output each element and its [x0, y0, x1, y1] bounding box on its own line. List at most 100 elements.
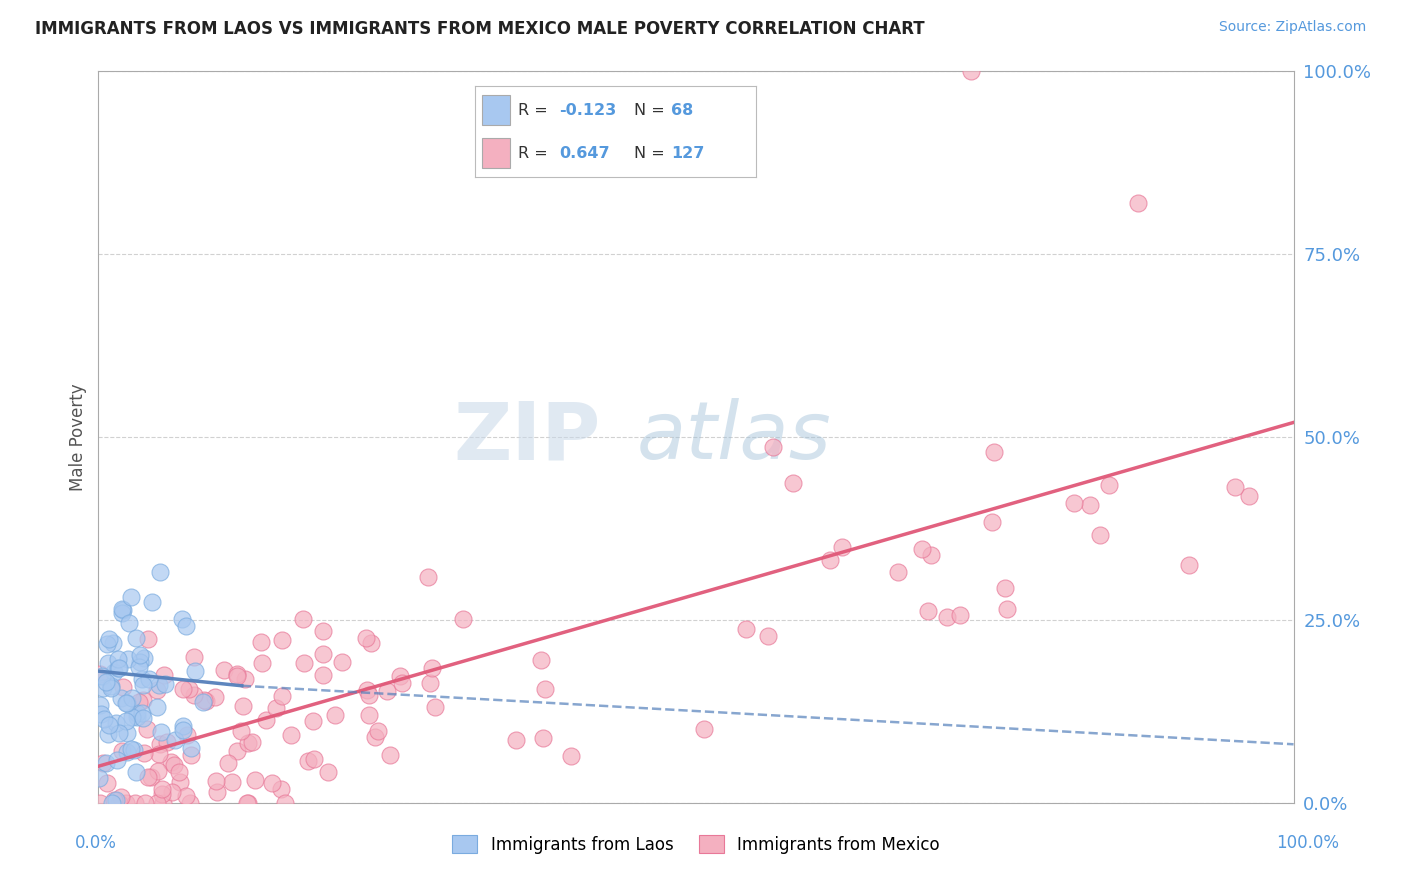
Point	[89, 796, 111, 810]
Point	[107, 652, 129, 666]
Point	[105, 753, 128, 767]
Point	[193, 693, 215, 707]
Point	[118, 615, 141, 630]
Point	[280, 728, 302, 742]
Point	[818, 553, 841, 567]
Text: ZIP: ZIP	[453, 398, 600, 476]
Point	[367, 724, 389, 739]
Point	[1177, 558, 1199, 572]
Point	[180, 741, 202, 756]
Point	[121, 710, 143, 724]
Legend: Immigrants from Laos, Immigrants from Mexico: Immigrants from Laos, Immigrants from Me…	[446, 829, 946, 860]
Point	[159, 755, 181, 769]
Point	[205, 773, 228, 788]
Point	[734, 622, 756, 636]
Point	[115, 726, 138, 740]
Point	[291, 612, 314, 626]
Point	[146, 764, 169, 778]
Point	[233, 672, 256, 686]
Point	[125, 765, 148, 780]
Point	[297, 754, 319, 768]
Point	[302, 714, 325, 728]
Point	[127, 706, 149, 720]
Point	[128, 695, 150, 709]
Point	[87, 771, 110, 785]
Point	[156, 734, 179, 748]
Point	[145, 700, 167, 714]
Point	[172, 681, 194, 696]
Point	[104, 716, 127, 731]
Point	[125, 709, 148, 723]
Point	[1078, 498, 1101, 512]
Point	[391, 676, 413, 690]
Point	[139, 770, 162, 784]
Point	[146, 682, 169, 697]
Point	[101, 796, 124, 810]
Point	[214, 663, 236, 677]
Point	[149, 725, 172, 739]
Point	[831, 540, 853, 554]
Point	[422, 660, 444, 674]
Point	[274, 796, 297, 810]
Point	[110, 690, 132, 705]
Point	[221, 774, 243, 789]
Text: IMMIGRANTS FROM LAOS VS IMMIGRANTS FROM MEXICO MALE POVERTY CORRELATION CHART: IMMIGRANTS FROM LAOS VS IMMIGRANTS FROM …	[35, 20, 925, 37]
Point	[1063, 496, 1085, 510]
Point	[451, 612, 474, 626]
Point	[981, 515, 1004, 529]
Point	[100, 681, 122, 695]
Text: 100.0%: 100.0%	[1277, 834, 1339, 852]
Point	[266, 701, 288, 715]
Point	[97, 718, 120, 732]
Point	[236, 796, 259, 810]
Point	[115, 796, 138, 810]
Point	[136, 722, 159, 736]
Point	[146, 796, 169, 810]
Point	[110, 789, 132, 804]
Point	[356, 631, 378, 645]
Point	[163, 758, 186, 772]
Point	[122, 743, 145, 757]
Point	[260, 776, 283, 790]
Point	[125, 631, 148, 645]
Point	[316, 765, 339, 780]
Point	[132, 746, 155, 760]
Point	[1088, 527, 1111, 541]
Point	[148, 737, 170, 751]
Point	[419, 676, 441, 690]
Point	[325, 707, 347, 722]
Point	[782, 475, 804, 490]
Point	[177, 681, 200, 696]
Point	[232, 698, 254, 713]
Point	[388, 668, 411, 682]
Point	[115, 696, 138, 710]
Point	[887, 565, 910, 579]
Point	[129, 656, 152, 670]
Point	[94, 756, 117, 771]
Point	[112, 680, 135, 694]
Point	[120, 590, 142, 604]
Point	[97, 656, 120, 670]
Point	[115, 696, 138, 710]
Point	[91, 756, 114, 771]
Point	[229, 723, 252, 738]
Point	[530, 653, 553, 667]
Point	[172, 719, 194, 733]
Point	[148, 678, 170, 692]
Point	[360, 636, 382, 650]
Point	[271, 690, 294, 704]
Point	[183, 649, 205, 664]
Point	[108, 661, 131, 675]
Point	[89, 698, 111, 712]
Point	[111, 602, 134, 616]
Point	[226, 744, 249, 758]
Point	[136, 632, 159, 647]
Point	[132, 651, 155, 665]
Point	[250, 635, 273, 649]
Point	[169, 775, 191, 789]
Point	[120, 741, 142, 756]
Point	[191, 695, 214, 709]
Point	[292, 657, 315, 671]
Point	[107, 796, 129, 810]
Point	[983, 444, 1005, 458]
